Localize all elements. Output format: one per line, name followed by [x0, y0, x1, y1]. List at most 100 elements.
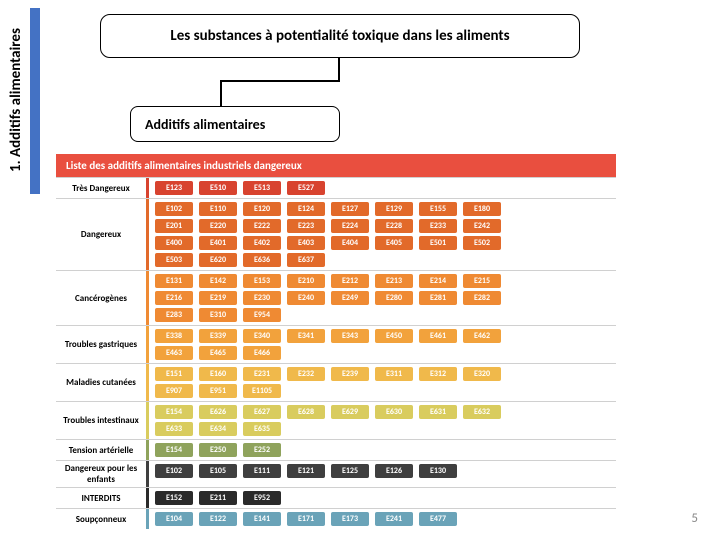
pill-row: E338E339E340E341E343E450E461E462: [149, 329, 616, 343]
additive-pill: E510: [199, 181, 237, 195]
additive-pill: E450: [375, 329, 413, 343]
additive-pill: E110: [199, 202, 237, 216]
additive-pill: E252: [243, 443, 281, 457]
pill-row: E102E110E120E124E127E129E155E180: [149, 202, 616, 216]
additive-pill: E628: [287, 405, 325, 419]
pill-row: E283 E310 E954: [149, 308, 616, 322]
additive-pill: E405: [375, 236, 413, 250]
additive-pill: E527: [287, 181, 325, 195]
additive-pill: E104: [155, 512, 193, 526]
category-pills: E151E160E231E232E239E311E312E320E907E951…: [149, 364, 616, 401]
additive-pill: E626: [199, 405, 237, 419]
additive-pill: E629: [331, 405, 369, 419]
additive-pill: E907: [155, 384, 193, 398]
table-banner: Liste des additifs alimentaires industri…: [56, 154, 616, 177]
additive-pill: E231: [243, 367, 281, 381]
additive-pill: E310: [199, 308, 237, 322]
additive-pill: E153: [243, 274, 281, 288]
pill-row: E123 E510 E513 E527: [149, 181, 616, 195]
category-pills: E102E110E120E124E127E129E155E180E201E220…: [149, 199, 616, 270]
additive-pill: E102: [155, 202, 193, 216]
page-number: 5: [691, 511, 698, 526]
pill-row: E102E105E111E121E125E126E130: [149, 464, 616, 478]
title-text: Les substances à potentialité toxique da…: [170, 27, 509, 45]
additive-pill: E126: [375, 464, 413, 478]
additive-pill: E634: [199, 422, 237, 436]
additive-pill: E631: [419, 405, 457, 419]
additive-pill: E213: [375, 274, 413, 288]
pill-row: E400E401E402E403E404E405E501E502: [149, 236, 616, 250]
additive-pill: E241: [375, 512, 413, 526]
additive-pill: E131: [155, 274, 193, 288]
pill-row: E216E219E230E240E249E280E281E282: [149, 291, 616, 305]
additives-table: Liste des additifs alimentaires industri…: [56, 154, 616, 529]
additive-pill: E632: [463, 405, 501, 419]
connector-line: [338, 58, 340, 80]
additive-pill: E223: [287, 219, 325, 233]
additive-pill: E124: [287, 202, 325, 216]
additive-pill: E129: [375, 202, 413, 216]
additive-pill: E232: [287, 367, 325, 381]
additive-pill: E513: [243, 181, 281, 195]
additive-pill: E130: [419, 464, 457, 478]
additive-pill: E404: [331, 236, 369, 250]
additive-pill: E466: [243, 346, 281, 360]
additive-pill: E954: [243, 308, 281, 322]
additive-pill: E281: [419, 291, 457, 305]
pill-row: E151E160E231E232E239E311E312E320: [149, 367, 616, 381]
pill-row: E152E211E952: [149, 491, 616, 505]
additive-pill: E230: [243, 291, 281, 305]
category-row: CancérogènesE131E142E153E210E212E213E214…: [56, 270, 616, 325]
connector-line: [220, 80, 340, 82]
additive-pill: E340: [243, 329, 281, 343]
pill-row: E201E220E222E223E224E228E233E242: [149, 219, 616, 233]
category-row: Troubles intestinauxE154E626E627E628E629…: [56, 401, 616, 439]
additive-pill: E214: [419, 274, 457, 288]
additive-pill: E123: [155, 181, 193, 195]
additive-pill: E173: [331, 512, 369, 526]
category-row: Maladies cutanéesE151E160E231E232E239E31…: [56, 363, 616, 401]
category-pills: E152E211E952: [149, 488, 616, 508]
additive-pill: E952: [243, 491, 281, 505]
additive-pill: E212: [331, 274, 369, 288]
additive-pill: E180: [463, 202, 501, 216]
additive-pill: E102: [155, 464, 193, 478]
category-label: Troubles intestinaux: [56, 402, 146, 439]
pill-row: E154E250E252: [149, 443, 616, 457]
subtitle-box: Additifs alimentaires: [130, 106, 340, 142]
additive-pill: E1105: [243, 384, 281, 398]
additive-pill: E311: [375, 367, 413, 381]
category-row: Très DangereuxE123E510E513E527: [56, 177, 616, 198]
category-pills: E154E250E252: [149, 440, 616, 460]
additive-pill: E120: [243, 202, 281, 216]
additive-pill: E401: [199, 236, 237, 250]
additive-pill: E141: [243, 512, 281, 526]
additive-pill: E216: [155, 291, 193, 305]
additive-pill: E127: [331, 202, 369, 216]
additive-pill: E111: [243, 464, 281, 478]
additive-pill: E633: [155, 422, 193, 436]
additive-pill: E151: [155, 367, 193, 381]
category-row: Troubles gastriquesE338E339E340E341E343E…: [56, 325, 616, 363]
additive-pill: E403: [287, 236, 325, 250]
additive-pill: E282: [463, 291, 501, 305]
additive-pill: E219: [199, 291, 237, 305]
additive-pill: E121: [287, 464, 325, 478]
additive-pill: E501: [419, 236, 457, 250]
additive-pill: E280: [375, 291, 413, 305]
category-label: Troubles gastriques: [56, 326, 146, 363]
additive-pill: E105: [199, 464, 237, 478]
subtitle-text: Additifs alimentaires: [145, 116, 265, 133]
additive-pill: E312: [419, 367, 457, 381]
additive-pill: E201: [155, 219, 193, 233]
category-label: Cancérogènes: [56, 271, 146, 325]
additive-pill: E627: [243, 405, 281, 419]
additive-pill: E171: [287, 512, 325, 526]
additive-pill: E502: [463, 236, 501, 250]
additive-pill: E283: [155, 308, 193, 322]
category-label: Tension artérielle: [56, 440, 146, 460]
sidebar-section-label: 1. Additifs alimentaires: [4, 10, 28, 190]
additive-pill: E951: [199, 384, 237, 398]
additive-pill: E339: [199, 329, 237, 343]
additive-pill: E637: [287, 253, 325, 267]
